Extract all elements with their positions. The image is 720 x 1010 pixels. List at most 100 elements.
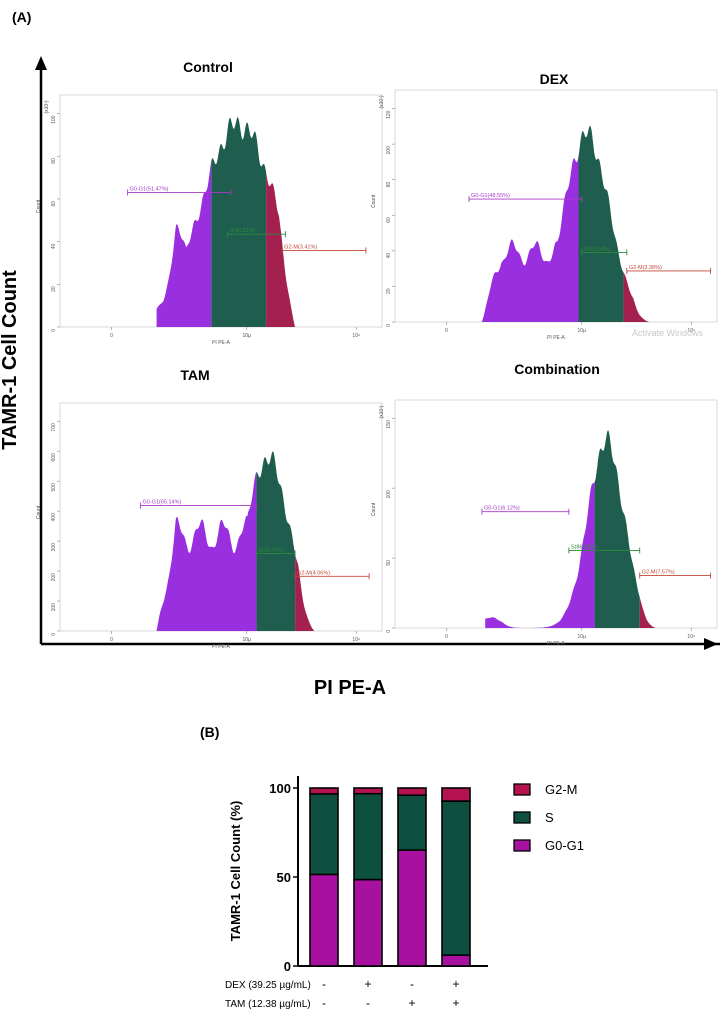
legend-label-g0-g1: G0-G1	[545, 838, 584, 853]
legend-swatch-s	[513, 811, 531, 824]
gate-label-s: S(45.22%)	[229, 228, 255, 234]
gate-label-g2m: G2-M(3.38%)	[629, 265, 662, 271]
histogram-region-s	[578, 125, 624, 322]
y-tick-label: 0	[386, 324, 392, 327]
stacked-bar-chart: 0 50 100 TAMR-1 Cell Count (%) DEX (39.25 µg…	[225, 776, 584, 1010]
x-axis-label: PI PE-A	[547, 641, 565, 647]
y-tick-label: 0	[386, 630, 392, 633]
y-tick-label: 100	[51, 603, 57, 612]
bar-segment-s-combination	[441, 800, 471, 956]
y-tick-label: 80	[386, 181, 392, 187]
y-tick-label: 100	[386, 146, 392, 155]
x-tick-label: 10⁶	[687, 328, 695, 334]
bar-segment-g0-g1-tam	[397, 849, 427, 967]
bar-y-tick-label: 100	[269, 781, 291, 796]
gate-label-g2m: G2-M(7.57%)	[642, 570, 675, 576]
legend-label-g2-m: G2-M	[545, 782, 578, 797]
gate-label-s: S(48.24%)	[584, 246, 610, 252]
panel-title: Combination	[514, 361, 600, 377]
y-tick-label: 200	[51, 573, 57, 582]
x-tick-label: 0	[445, 328, 448, 334]
y-tick-label: 60	[386, 217, 392, 223]
panel-title: DEX	[540, 71, 569, 87]
bar-y-axis-title: TAMR-1 Cell Count (%)	[228, 801, 243, 942]
legend-swatch-g2-m	[513, 783, 531, 796]
bar-y-tick-label: 50	[277, 870, 291, 885]
x-tick-label: 0	[110, 333, 113, 339]
bar-segment-g0-g1-control	[309, 873, 339, 967]
y-tick-label: 40	[386, 253, 392, 259]
y-tick-label: 100	[51, 115, 57, 124]
y-tick-label: 20	[386, 288, 392, 294]
watermark-text: Activate Windows	[632, 328, 704, 338]
y-tick-label: 40	[51, 243, 57, 249]
y-tick-label: 150	[386, 420, 392, 429]
histogram-panel-tam: TAM Count 0 100 200 300 400 500 600 700 0 10µ 10⁶ PI …	[36, 367, 383, 650]
count-label: Count	[36, 505, 42, 519]
treatment-mark: +	[452, 996, 459, 1010]
treatment-mark: +	[408, 996, 415, 1010]
histogram-region-g0g1	[481, 156, 579, 322]
y-tick-label: 50	[386, 560, 392, 566]
y-tick-label: 100	[386, 490, 392, 499]
histogram-region-g0g1	[485, 482, 595, 628]
histogram-region-g0g1	[156, 472, 257, 631]
outer-y-axis-title: TAMR-1 Cell Count	[0, 270, 21, 450]
y-tick-label: 400	[51, 513, 57, 522]
y-tick-label: 300	[51, 543, 57, 552]
x-axis-label: PI PE-A	[212, 644, 230, 650]
gate-label-g2m: G2-M(4.06%)	[297, 570, 330, 576]
gate-label-g0g1: G0-G1(51.47%)	[130, 186, 169, 192]
scale-label: (x10¹)	[379, 405, 385, 418]
x-tick-label: 10µ	[578, 634, 587, 640]
treatment-mark: -	[322, 996, 326, 1010]
y-tick-label: 120	[386, 110, 392, 119]
x-axis-label: PI PE-A	[212, 340, 230, 346]
bar-segment-g2-m-tam	[397, 787, 427, 797]
histogram-region-s	[594, 430, 640, 628]
treatment-mark: -	[322, 977, 326, 991]
bar-y-tick-label: 0	[284, 959, 291, 974]
treatment-mark: +	[364, 977, 371, 991]
panel-b-label: (B)	[200, 724, 219, 740]
treatment-mark: -	[410, 977, 414, 991]
bar-segment-g0-g1-combination	[441, 954, 471, 967]
histogram-panel-control: Control (x10¹) Count 0 20 40 60 80 100 0 10µ 10⁶ PI …	[36, 59, 383, 346]
outer-x-axis-title: PI PE-A	[314, 677, 386, 699]
histogram-region-g2m	[295, 553, 315, 631]
x-tick-label: 10µ	[578, 328, 587, 334]
x-tick-label: 10⁶	[352, 333, 360, 339]
outer-y-arrow	[35, 56, 47, 70]
bar-segment-s-dex	[353, 792, 383, 881]
gate-label-g2m: G2-M(3.41%)	[284, 244, 317, 250]
bar-segment-s-control	[309, 793, 339, 876]
treatment-row-label: TAM (12.38 µg/mL)	[225, 999, 311, 1010]
x-tick-label: 10µ	[243, 637, 252, 643]
treatment-row-label: DEX (39.25 µg/mL)	[225, 980, 311, 991]
panel-title: Control	[183, 59, 233, 75]
histogram-region-g0g1	[156, 160, 212, 327]
plot-frame	[394, 399, 718, 629]
histogram-region-g2m	[266, 171, 296, 327]
count-label: Count	[371, 194, 377, 208]
x-tick-label: 10µ	[243, 333, 252, 339]
treatment-mark: -	[366, 996, 370, 1010]
y-tick-label: 80	[51, 158, 57, 164]
histogram-panel-combination: Combination (x10¹) Count 0 50 100 150 0 10µ 10⁶ PI…	[371, 361, 718, 647]
x-tick-label: 10⁶	[687, 634, 695, 640]
outer-x-arrow	[704, 638, 718, 650]
histogram-region-s	[256, 451, 296, 631]
x-axis-label: PI PE-A	[547, 335, 565, 341]
histogram-region-s	[211, 117, 267, 327]
scale-label: (x10¹)	[44, 100, 50, 113]
gate-label-g0g1: G0-G1(6.12%)	[484, 506, 520, 512]
panel-title: TAM	[180, 367, 209, 383]
scale-label: (x10¹)	[379, 95, 385, 108]
x-tick-label: 10⁶	[352, 637, 360, 643]
gate-label-s: S(86.52%)	[571, 544, 597, 550]
y-tick-label: 700	[51, 423, 57, 432]
x-tick-label: 0	[110, 637, 113, 643]
legend-swatch-g0-g1	[513, 839, 531, 852]
panel-a-label: (A)	[12, 9, 31, 25]
